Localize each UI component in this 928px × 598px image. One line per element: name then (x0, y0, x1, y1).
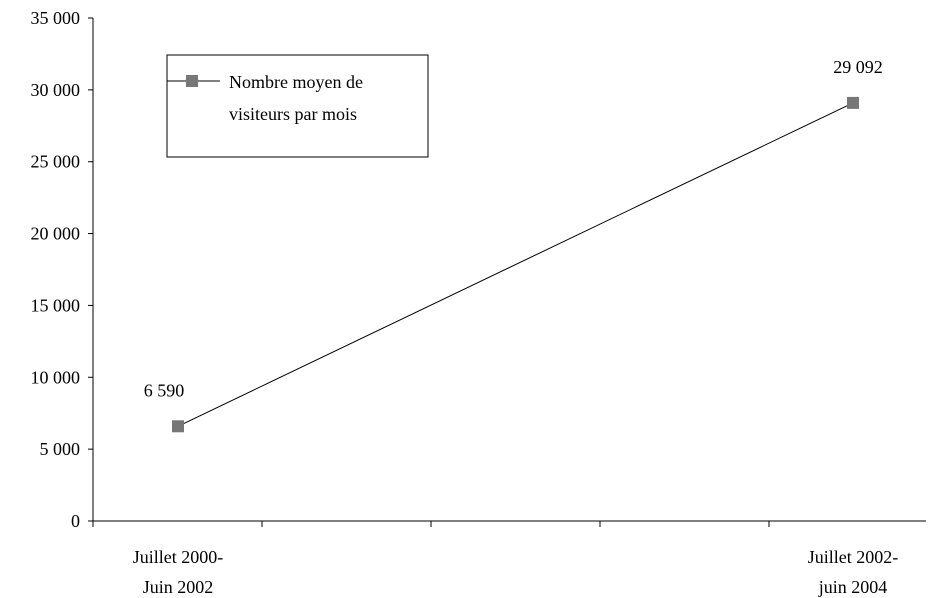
y-tick-label: 30 000 (31, 80, 81, 100)
x-tick-label: juin 2004 (818, 577, 888, 597)
legend-text-line-2: visiteurs par mois (229, 104, 357, 124)
data-point-marker (172, 420, 184, 433)
y-tick-label: 25 000 (31, 152, 81, 172)
legend-text-line-1: Nombre moyen de (229, 72, 363, 92)
y-axis-ticks: 0 5 000 10 000 15 000 20 000 25 000 30 000 35 0… (31, 8, 93, 531)
series-line (177, 102, 854, 427)
x-tick-label: Juillet 2000- (133, 547, 224, 567)
x-tick-label: Juin 2002 (143, 577, 214, 597)
legend-box (166, 54, 429, 158)
y-tick-label: 0 (71, 511, 80, 531)
x-axis-ticks: Juillet 2000- Juin 2002 Juillet 2002- juin … (92, 521, 899, 597)
legend-marker (186, 75, 198, 87)
chart-legend: Nombre moyen de visiteurs par mois (166, 54, 429, 158)
data-label: 29 092 (833, 57, 883, 77)
data-label: 6 590 (144, 380, 185, 400)
y-tick-label: 35 000 (31, 8, 81, 28)
data-point-marker (847, 96, 859, 109)
y-tick-label: 5 000 (40, 439, 81, 459)
chart-axes (92, 18, 926, 522)
chart-series: 6 590 29 092 (144, 57, 883, 433)
y-tick-label: 15 000 (31, 295, 81, 315)
x-tick-label: Juillet 2002- (808, 547, 899, 567)
y-tick-label: 10 000 (31, 367, 81, 387)
y-tick-label: 20 000 (31, 224, 81, 244)
